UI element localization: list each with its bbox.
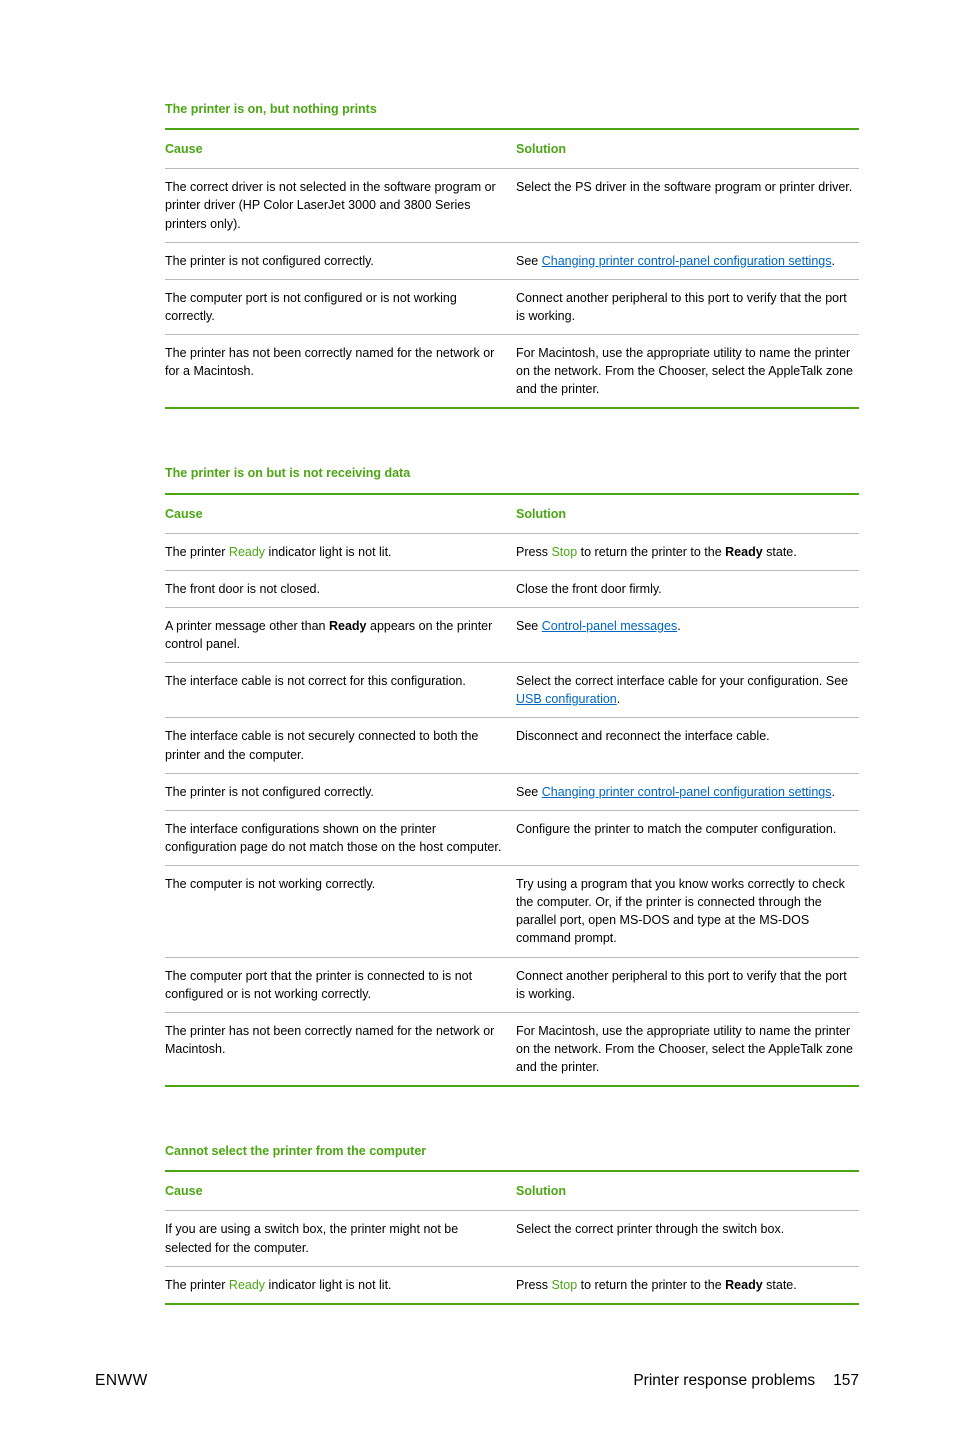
table-row: The correct driver is not selected in th… [165,169,859,242]
solution-cell: Try using a program that you know works … [512,866,859,958]
cause-cell: The computer port is not configured or i… [165,279,512,334]
table-row: The interface cable is not correct for t… [165,663,859,718]
bold-text: Ready [725,1278,763,1292]
cause-cell: The interface cable is not securely conn… [165,718,512,773]
cause-cell: The printer has not been correctly named… [165,335,512,409]
table-row: The printer Ready indicator light is not… [165,1266,859,1304]
solution-cell: Select the correct printer through the s… [512,1211,859,1266]
table-row: The interface cable is not securely conn… [165,718,859,773]
solution-cell: For Macintosh, use the appropriate utili… [512,1012,859,1086]
column-header: Solution [512,129,859,169]
page-number: 157 [833,1370,859,1392]
cause-cell: The interface configurations shown on th… [165,810,512,865]
table-row: The interface configurations shown on th… [165,810,859,865]
table-row: The printer is not configured correctly.… [165,773,859,810]
solution-cell: Configure the printer to match the compu… [512,810,859,865]
cause-cell: The printer has not been correctly named… [165,1012,512,1086]
bold-text: Ready [329,619,367,633]
solution-cell: Press Stop to return the printer to the … [512,1266,859,1304]
solution-cell: Select the correct interface cable for y… [512,663,859,718]
cause-cell: The printer is not configured correctly. [165,242,512,279]
section-title: The printer is on but is not receiving d… [165,464,859,482]
table-row: The computer is not working correctly.Tr… [165,866,859,958]
column-header: Cause [165,494,512,534]
table-row: A printer message other than Ready appea… [165,607,859,662]
cause-cell: The printer Ready indicator light is not… [165,1266,512,1304]
highlight-text: Stop [551,545,577,559]
table-row: The printer is not configured correctly.… [165,242,859,279]
solution-cell: See Control-panel messages. [512,607,859,662]
link-text[interactable]: Control-panel messages [542,619,678,633]
cause-cell: The interface cable is not correct for t… [165,663,512,718]
section-title: The printer is on, but nothing prints [165,100,859,118]
footer-right: Printer response problems 157 [633,1370,859,1392]
cause-cell: The computer port that the printer is co… [165,957,512,1012]
troubleshoot-table: CauseSolutionIf you are using a switch b… [165,1170,859,1305]
cause-cell: The front door is not closed. [165,570,512,607]
solution-cell: Press Stop to return the printer to the … [512,533,859,570]
table-row: The printer has not been correctly named… [165,335,859,409]
highlight-text: Ready [229,1278,265,1292]
troubleshoot-table: CauseSolutionThe correct driver is not s… [165,128,859,409]
solution-cell: For Macintosh, use the appropriate utili… [512,335,859,409]
bold-text: Ready [725,545,763,559]
footer-section-title: Printer response problems [633,1370,815,1392]
cause-cell: The printer Ready indicator light is not… [165,533,512,570]
cause-cell: The computer is not working correctly. [165,866,512,958]
table-row: The front door is not closed.Close the f… [165,570,859,607]
cause-cell: The correct driver is not selected in th… [165,169,512,242]
table-row: The computer port that the printer is co… [165,957,859,1012]
cause-cell: The printer is not configured correctly. [165,773,512,810]
section-title: Cannot select the printer from the compu… [165,1142,859,1160]
solution-cell: Close the front door firmly. [512,570,859,607]
table-row: The printer Ready indicator light is not… [165,533,859,570]
link-text[interactable]: Changing printer control-panel configura… [542,254,832,268]
solution-cell: Select the PS driver in the software pro… [512,169,859,242]
highlight-text: Stop [551,1278,577,1292]
column-header: Solution [512,1171,859,1211]
table-row: If you are using a switch box, the print… [165,1211,859,1266]
page-footer: ENWW Printer response problems 157 [95,1360,859,1392]
table-row: The computer port is not configured or i… [165,279,859,334]
column-header: Cause [165,1171,512,1211]
column-header: Solution [512,494,859,534]
footer-left: ENWW [95,1370,148,1392]
solution-cell: See Changing printer control-panel confi… [512,773,859,810]
column-header: Cause [165,129,512,169]
solution-cell: Connect another peripheral to this port … [512,957,859,1012]
cause-cell: If you are using a switch box, the print… [165,1211,512,1266]
highlight-text: Ready [229,545,265,559]
link-text[interactable]: USB configuration [516,692,617,706]
solution-cell: Disconnect and reconnect the interface c… [512,718,859,773]
link-text[interactable]: Changing printer control-panel configura… [542,785,832,799]
solution-cell: See Changing printer control-panel confi… [512,242,859,279]
table-row: The printer has not been correctly named… [165,1012,859,1086]
troubleshoot-table: CauseSolutionThe printer Ready indicator… [165,493,859,1088]
solution-cell: Connect another peripheral to this port … [512,279,859,334]
cause-cell: A printer message other than Ready appea… [165,607,512,662]
